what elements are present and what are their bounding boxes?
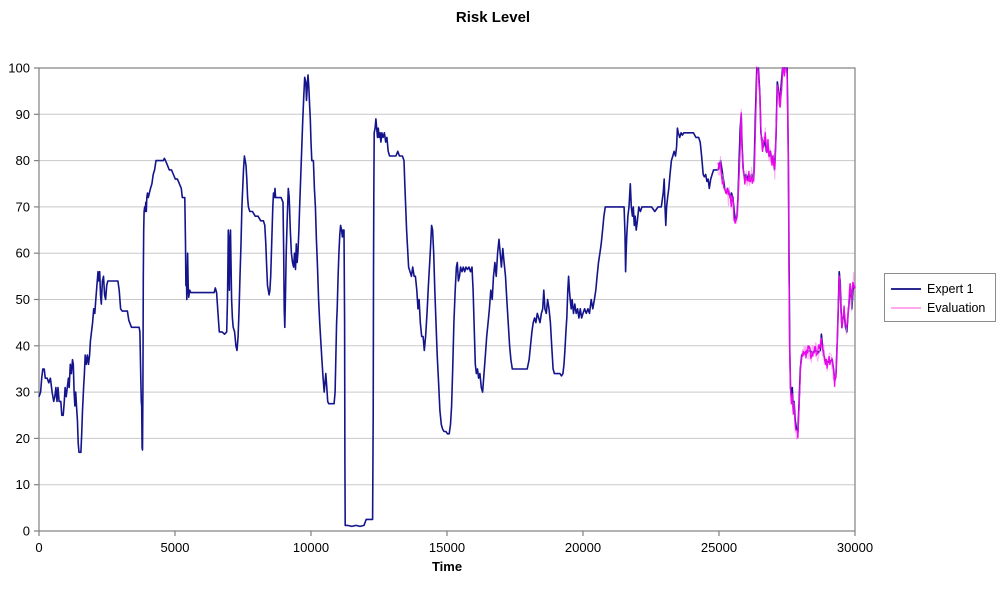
y-tick-label: 70 (16, 199, 30, 214)
x-tick-label: 10000 (293, 540, 329, 555)
y-tick-label: 60 (16, 246, 30, 261)
x-tick-label: 0 (35, 540, 42, 555)
y-tick-label: 50 (16, 292, 30, 307)
y-tick-label: 10 (16, 477, 30, 492)
y-tick-label: 100 (8, 61, 30, 76)
legend: Expert 1 Evaluation (884, 273, 996, 322)
x-tick-label: 30000 (837, 540, 873, 555)
evaluation-line-swatch (891, 306, 921, 309)
y-tick-label: 90 (16, 107, 30, 122)
y-tick-label: 30 (16, 385, 30, 400)
legend-item-expert1: Expert 1 (891, 279, 991, 298)
y-tick-label: 40 (16, 338, 30, 353)
expert1-line-swatch (891, 287, 921, 290)
legend-label-evaluation: Evaluation (927, 300, 986, 315)
x-tick-label: 25000 (701, 540, 737, 555)
x-tick-label: 15000 (429, 540, 465, 555)
x-axis-title: Time (431, 559, 463, 574)
y-tick-label: 20 (16, 431, 30, 446)
series-evaluation-line (717, 65, 856, 439)
x-tick-label: 20000 (565, 540, 601, 555)
series-expert1-line (38, 67, 856, 528)
chart-title: Risk Level (455, 9, 531, 26)
y-tick-label: 80 (16, 153, 30, 168)
y-tick-label: 0 (23, 524, 30, 539)
legend-item-evaluation: Evaluation (891, 298, 991, 317)
x-tick-label: 5000 (161, 540, 190, 555)
legend-label-expert1: Expert 1 (927, 281, 974, 296)
